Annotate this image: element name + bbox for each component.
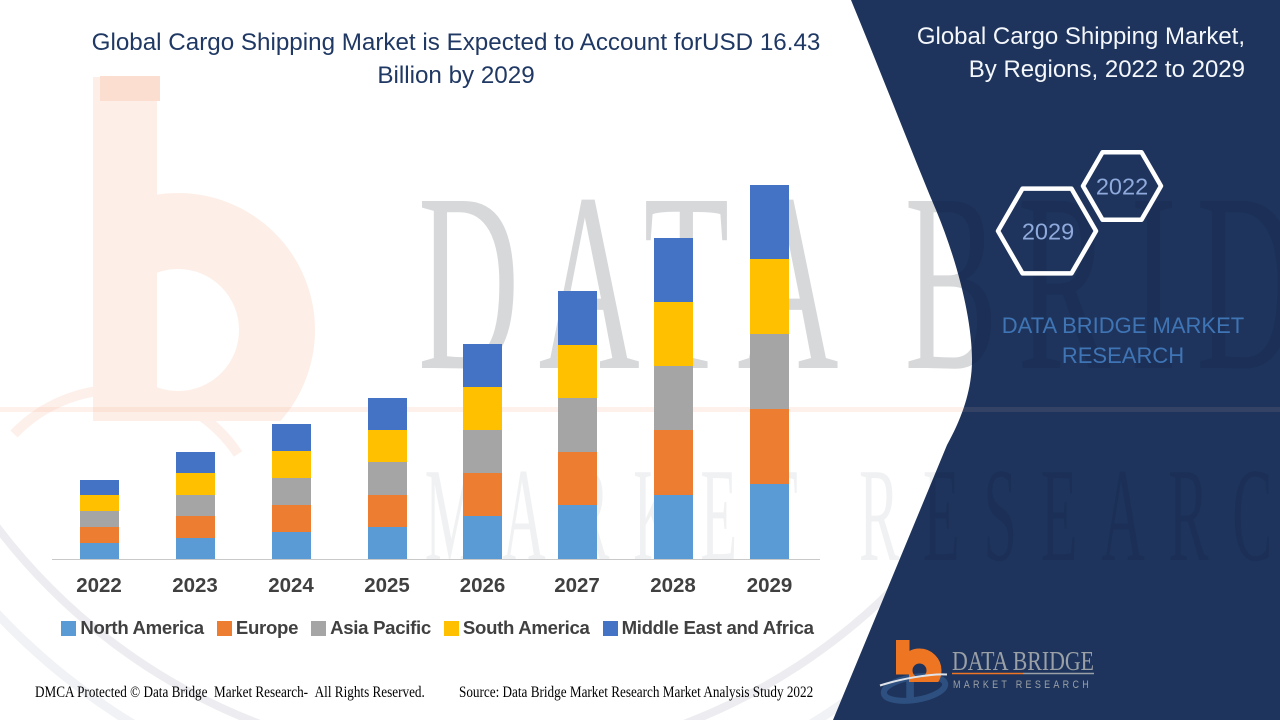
svg-text:MARKET RESEARCH: MARKET RESEARCH [425,441,1280,589]
svg-text:MARKET RESEARCH: MARKET RESEARCH [953,679,1092,691]
svg-text:MARKET RESEARCH: MARKET RESEARCH [425,441,1280,589]
svg-text:DATA BRIDGE: DATA BRIDGE [952,646,1094,676]
svg-text:2022: 2022 [1096,174,1148,200]
svg-text:2029: 2029 [1022,219,1074,245]
